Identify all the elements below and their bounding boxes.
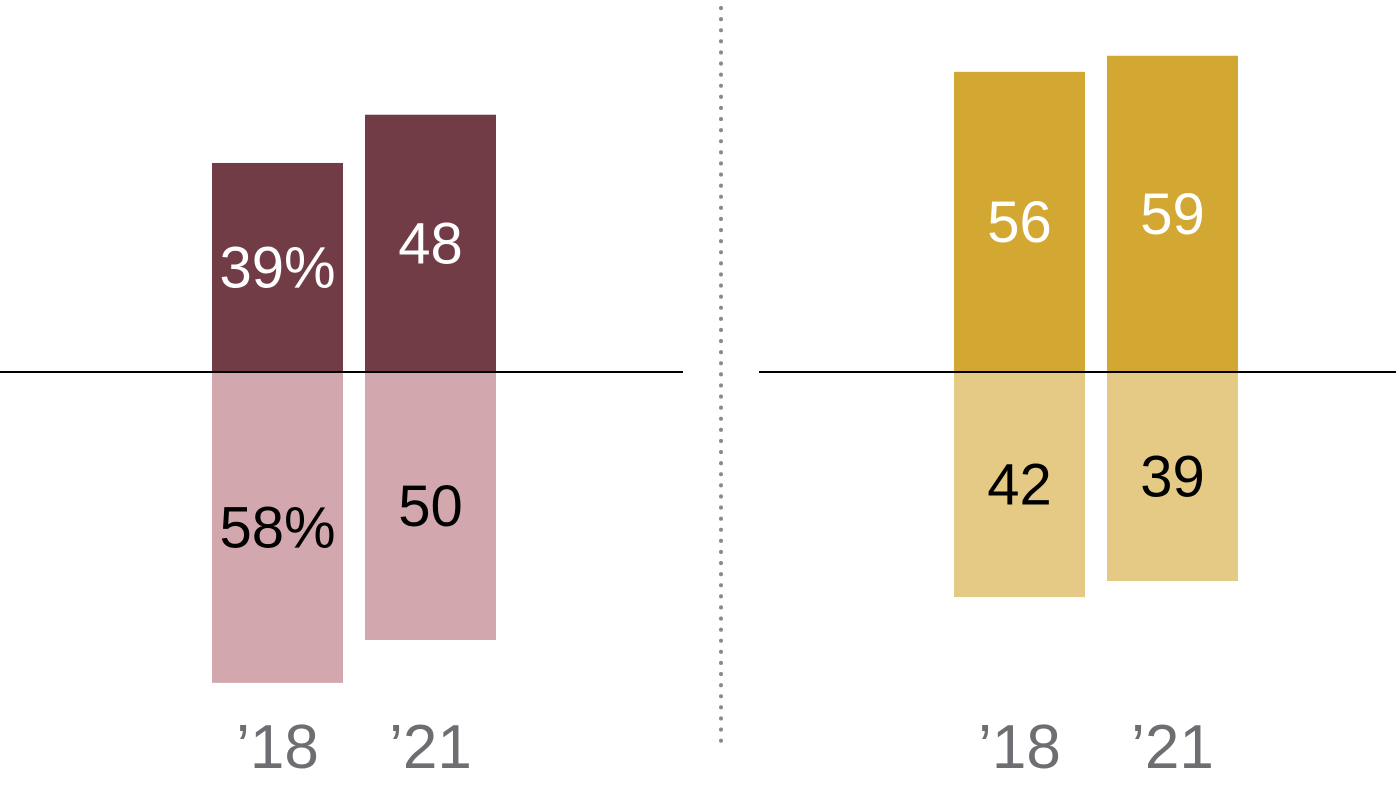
bar-lower [954, 372, 1085, 598]
data-label-lower: 39 [1140, 445, 1205, 510]
chart-panel-1: 39% 58% ’18 48 50 ’21 [0, 114, 683, 782]
x-tick-label: ’21 [389, 713, 472, 782]
x-tick-label: ’18 [236, 713, 319, 782]
chart-panel-2: 56 42 ’18 59 39 ’21 [759, 55, 1396, 782]
bar-upper [1107, 55, 1238, 372]
data-label-lower: 50 [398, 474, 463, 539]
bar-lower [212, 372, 343, 683]
x-tick-label: ’21 [1131, 713, 1214, 782]
bar-upper [365, 114, 496, 372]
x-tick-label: ’18 [978, 713, 1061, 782]
data-label-upper: 56 [987, 190, 1052, 255]
bar-upper [212, 162, 343, 372]
bar-upper [954, 71, 1085, 372]
data-label-lower: 58% [219, 495, 335, 560]
data-label-lower: 42 [987, 453, 1052, 518]
bar-lower [1107, 372, 1238, 582]
data-label-upper: 39% [219, 235, 335, 300]
data-label-upper: 48 [398, 211, 463, 276]
data-label-upper: 59 [1140, 182, 1205, 247]
bar-lower [365, 372, 496, 640]
